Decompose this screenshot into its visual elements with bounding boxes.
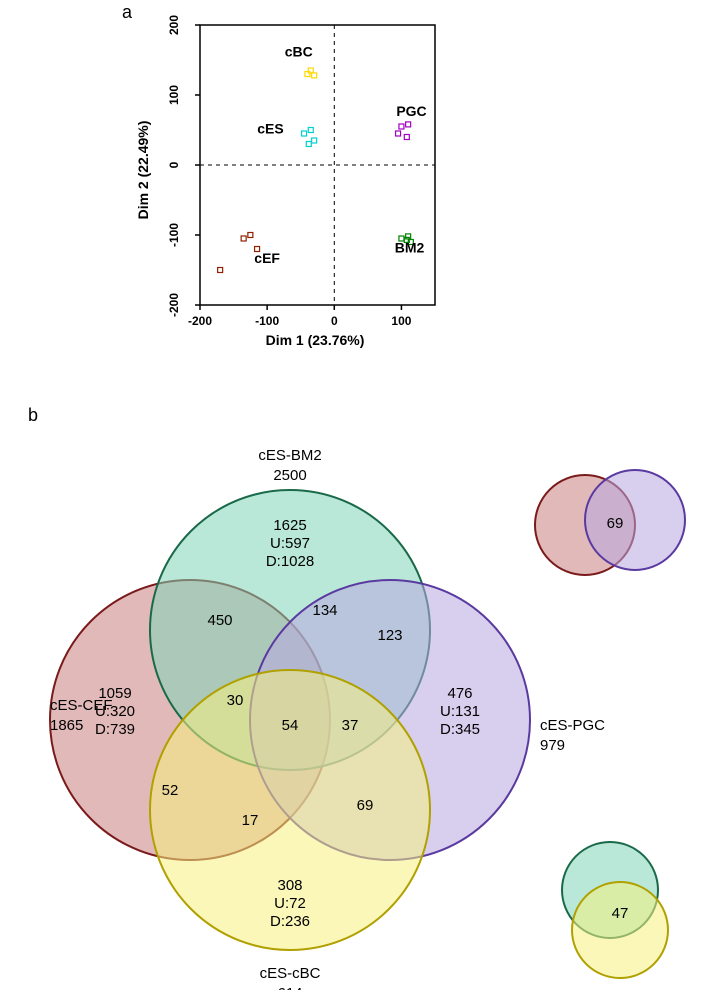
- svg-text:0: 0: [331, 314, 338, 328]
- venn-value: 450: [207, 612, 232, 629]
- venn-side-circle: [572, 882, 668, 978]
- venn-value: cES-cBC: [260, 965, 321, 982]
- venn-value: cES-BM2: [258, 447, 321, 464]
- svg-text:-100: -100: [255, 314, 279, 328]
- group-label-BM2: BM2: [395, 240, 425, 256]
- venn-value: U:597: [270, 535, 310, 552]
- group-label-cEF: cEF: [254, 250, 280, 266]
- venn-value: 134: [312, 602, 337, 619]
- venn-value: 1059: [98, 685, 131, 702]
- venn-svg: cES-BM22500cES-CEF1865cES-PGC979cES-cBC6…: [20, 430, 720, 990]
- svg-text:-100: -100: [167, 223, 181, 247]
- venn-value: 979: [540, 737, 565, 754]
- svg-text:-200: -200: [188, 314, 212, 328]
- venn-value: D:739: [95, 721, 135, 738]
- venn-value: U:320: [95, 703, 135, 720]
- scatter-plot: -200 -100 0 100 -200 -100 0 100 200 cBC cES PGC cEF…: [130, 10, 450, 350]
- y-axis-label: Dim 2 (22.49%): [135, 121, 151, 220]
- venn-value: 476: [447, 685, 472, 702]
- venn-value: 17: [242, 812, 259, 829]
- venn-value: 37: [342, 717, 359, 734]
- venn-value: D:345: [440, 721, 480, 738]
- venn-value: cES-PGC: [540, 717, 605, 734]
- venn-value: 52: [162, 782, 179, 799]
- venn-side-value: 47: [612, 905, 629, 922]
- svg-text:100: 100: [391, 314, 411, 328]
- venn-diagram: cES-BM22500cES-CEF1865cES-PGC979cES-cBC6…: [20, 430, 720, 990]
- x-axis-label: Dim 1 (23.76%): [266, 332, 365, 348]
- svg-text:0: 0: [167, 161, 181, 168]
- svg-text:-200: -200: [167, 293, 181, 317]
- venn-value: 614: [277, 985, 302, 990]
- svg-text:100: 100: [167, 85, 181, 105]
- svg-text:200: 200: [167, 15, 181, 35]
- venn-value: 123: [377, 627, 402, 644]
- group-label-PGC: PGC: [396, 103, 426, 119]
- venn-value: U:72: [274, 895, 306, 912]
- venn-value: 1865: [50, 717, 83, 734]
- venn-side-value: 69: [607, 515, 624, 532]
- scatter-svg: -200 -100 0 100 -200 -100 0 100 200 cBC cES PGC cEF…: [130, 10, 450, 350]
- figure-page: a -200-1000100-200-1000100200 cBCcESPGCc…: [0, 0, 727, 1006]
- venn-value: 69: [357, 797, 374, 814]
- venn-value: 2500: [273, 467, 306, 484]
- venn-value: 1625: [273, 517, 306, 534]
- venn-side-circle: [585, 470, 685, 570]
- panel-label-b: b: [28, 405, 38, 426]
- venn-value: 30: [227, 692, 244, 709]
- venn-value: D:236: [270, 913, 310, 930]
- group-label-cES: cES: [257, 121, 283, 137]
- venn-value: 54: [282, 717, 299, 734]
- group-label-cBC: cBC: [285, 44, 313, 60]
- venn-value: U:131: [440, 703, 480, 720]
- venn-value: D:1028: [266, 553, 314, 570]
- venn-value: 308: [277, 877, 302, 894]
